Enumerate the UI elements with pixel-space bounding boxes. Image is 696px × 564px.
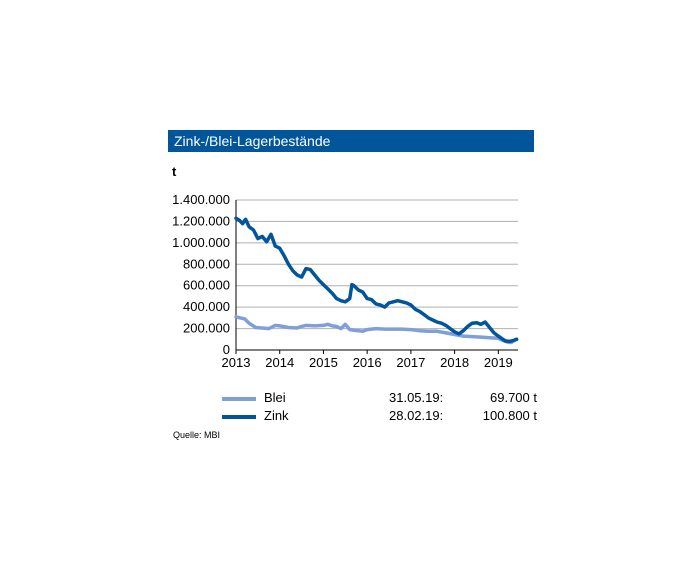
y-tick-label: 0	[223, 342, 230, 357]
y-tick-label: 1.200.000	[172, 213, 230, 228]
legend-value-blei: 69.700 t	[490, 390, 537, 405]
x-tick-labels: 2013 2014 2015 2016 2017 2018 2019	[222, 355, 513, 370]
y-tick-label: 600.000	[183, 278, 230, 293]
x-tick-label: 2017	[396, 355, 425, 370]
grid-lines	[236, 199, 518, 330]
legend-date-blei: 31.05.19:	[389, 390, 444, 405]
y-tick-labels: 0 200.000 400.000 600.000 800.000 1.000.000 1.…	[172, 192, 230, 357]
chart-title: Zink-/Blei-Lagerbestände	[168, 130, 534, 152]
legend-label-blei: Blei	[264, 390, 286, 405]
x-tick-label: 2015	[309, 355, 338, 370]
x-tick-label: 2018	[440, 355, 469, 370]
series-line-zink	[234, 216, 519, 344]
legend-swatch-blei	[222, 397, 256, 401]
series-line-blei	[234, 315, 518, 345]
x-tick-label: 2013	[222, 355, 251, 370]
axes	[235, 200, 518, 354]
legend-value-zink: 100.800 t	[482, 408, 537, 423]
y-tick-label: 200.000	[183, 321, 230, 336]
x-tick-label: 2016	[353, 355, 382, 370]
y-tick-label: 800.000	[183, 256, 230, 271]
series-lines	[234, 216, 519, 345]
x-tick-label: 2019	[484, 355, 513, 370]
source-note: Quelle: MBI	[173, 430, 221, 440]
y-unit-label: t	[172, 164, 177, 179]
y-tick-label: 1.000.000	[172, 235, 230, 250]
y-tick-label: 1.400.000	[172, 192, 230, 207]
legend-date-zink: 28.02.19:	[389, 408, 444, 423]
legend-label-zink: Zink	[264, 408, 289, 423]
legend-swatch-zink	[222, 415, 256, 419]
y-tick-label: 400.000	[183, 299, 230, 314]
x-tick-label: 2014	[265, 355, 294, 370]
